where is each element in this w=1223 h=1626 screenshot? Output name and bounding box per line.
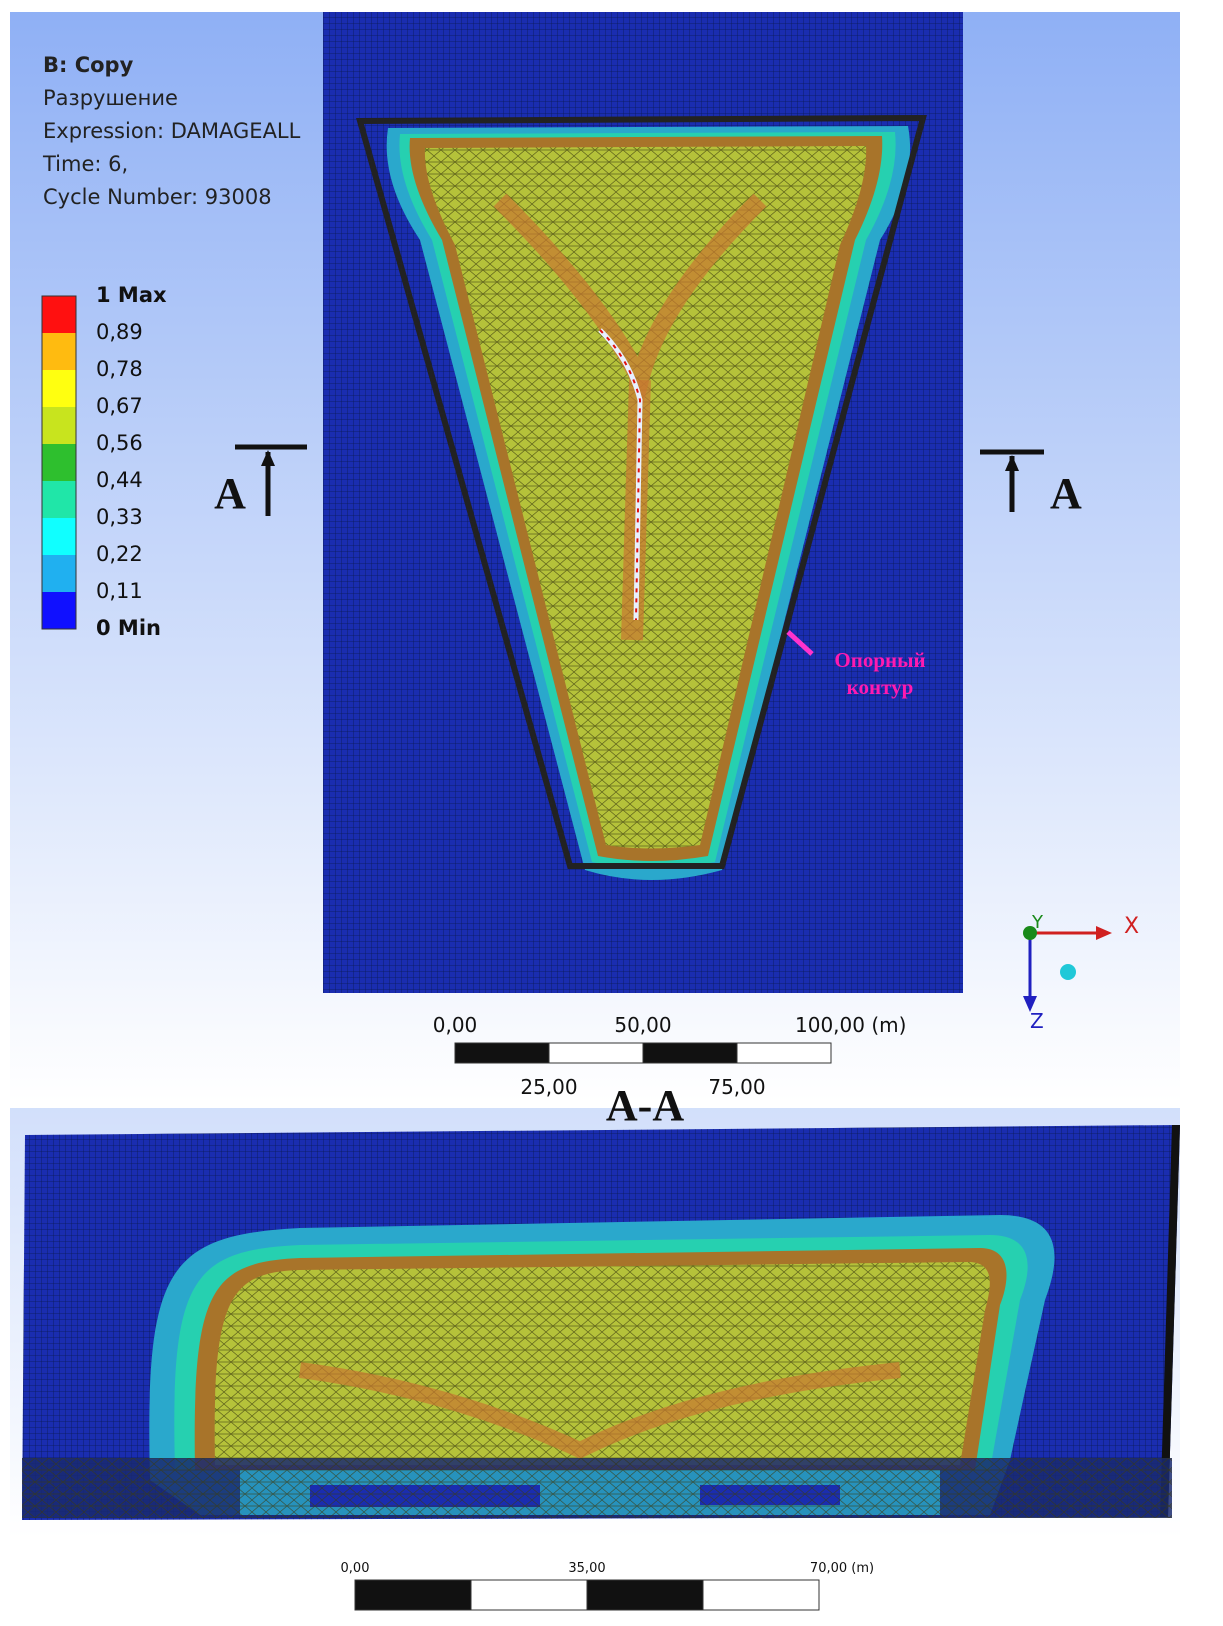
legend-swatch	[42, 370, 76, 407]
legend-label: 0,11	[96, 579, 143, 603]
legend-label: 0,67	[96, 394, 143, 418]
scale-label: 50,00	[614, 1013, 671, 1037]
annotation: Опорный	[834, 648, 925, 672]
screenshot: Опорный контур B: Copy Разрушение Expres…	[0, 0, 1223, 1626]
axis-y: Y	[1031, 912, 1044, 933]
section-title: A-A	[606, 1081, 684, 1130]
legend-label: 0,89	[96, 320, 143, 344]
scale-label: 70,00 (m)	[810, 1561, 874, 1576]
scale-label: 0,00	[433, 1013, 478, 1037]
legend-label: 0,22	[96, 542, 143, 566]
legend-label: 0,56	[96, 431, 143, 455]
legend-label: 0,33	[96, 505, 143, 529]
scale-label: 25,00	[520, 1075, 577, 1099]
legend-label: 0,78	[96, 357, 143, 381]
legend-swatch	[42, 333, 76, 370]
scale-bar	[355, 1580, 819, 1610]
section-damage-zone	[22, 1215, 1172, 1518]
cycle-number: Cycle Number: 93008	[43, 185, 272, 209]
legend-swatch	[42, 407, 76, 444]
legend-swatch	[42, 592, 76, 629]
legend-swatch	[42, 481, 76, 518]
axis-z: Z	[1030, 1009, 1044, 1033]
time: Time: 6,	[42, 152, 128, 176]
result-title: B: Copy	[43, 53, 134, 77]
scale-label: 75,00	[708, 1075, 765, 1099]
scale-label: 0,00	[341, 1561, 370, 1576]
section-label: A	[1050, 469, 1082, 518]
legend-swatch	[42, 444, 76, 481]
legend-label: 1 Max	[96, 283, 167, 307]
annotation: контур	[847, 675, 914, 699]
expression: Expression: DAMAGEALL	[43, 119, 301, 143]
legend-swatch	[42, 296, 76, 333]
scale-bar	[455, 1043, 831, 1063]
axis-x: X	[1124, 914, 1139, 939]
result-name: Разрушение	[43, 86, 178, 110]
legend-label: 0,44	[96, 468, 143, 492]
legend-label: 0 Min	[96, 616, 161, 640]
scale-label: 100,00 (m)	[795, 1013, 906, 1037]
legend-swatch	[42, 555, 76, 592]
section-label: A	[214, 469, 246, 518]
scale-label: 35,00	[568, 1561, 605, 1576]
legend-swatch	[42, 518, 76, 555]
